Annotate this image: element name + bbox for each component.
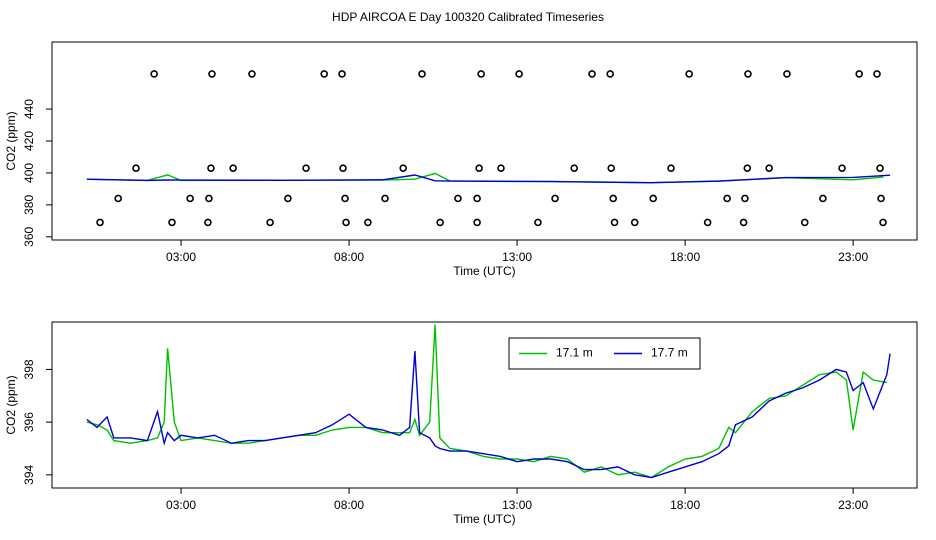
x-tick-label: 13:00	[502, 250, 532, 264]
data-point	[855, 70, 863, 78]
x-tick-label: 08:00	[334, 498, 364, 512]
data-point	[320, 70, 329, 78]
legend-label: 17.7 m	[651, 346, 688, 360]
data-point	[497, 164, 505, 172]
data-point	[381, 194, 389, 203]
data-point	[132, 164, 140, 172]
data-point	[205, 194, 213, 203]
data-point	[606, 70, 614, 78]
data-point	[800, 218, 809, 227]
data-point	[739, 218, 748, 227]
data-point	[204, 218, 212, 227]
data-point	[743, 164, 752, 172]
x-tick-label: 03:00	[166, 250, 196, 264]
y-tick-label: 398	[22, 359, 36, 379]
data-point	[248, 70, 256, 78]
data-point	[741, 194, 749, 203]
x-tick-label: 08:00	[334, 250, 364, 264]
x-tick-label: 13:00	[502, 498, 532, 512]
data-point	[168, 218, 176, 227]
y-axis-label: CO2 (ppm)	[4, 111, 18, 170]
y-tick-label: 360	[22, 226, 36, 246]
y-axis-label: CO2 (ppm)	[4, 375, 18, 434]
data-point	[877, 194, 885, 203]
data-point	[819, 194, 827, 203]
data-point	[229, 164, 237, 172]
data-point	[418, 70, 426, 78]
y-tick-label: 420	[22, 131, 36, 151]
data-point	[609, 194, 618, 203]
x-axis-label: Time (UTC)	[453, 264, 515, 278]
y-tick-label: 394	[22, 464, 36, 484]
legend-label: 17.1 m	[556, 346, 593, 360]
data-point	[667, 164, 675, 172]
data-point	[744, 70, 752, 78]
data-point	[607, 164, 615, 172]
data-point	[873, 70, 881, 78]
data-point	[876, 164, 884, 172]
data-point	[186, 194, 194, 203]
data-point	[765, 164, 773, 172]
data-point	[630, 218, 639, 227]
y-tick-label: 400	[22, 163, 36, 183]
data-point	[723, 194, 731, 203]
x-tick-label: 18:00	[670, 498, 700, 512]
x-tick-label: 18:00	[670, 250, 700, 264]
y-tick-label: 440	[22, 99, 36, 119]
data-point	[208, 70, 216, 78]
data-point	[341, 194, 349, 203]
data-point	[515, 70, 523, 78]
data-point	[284, 194, 292, 203]
y-tick-label: 396	[22, 412, 36, 432]
data-point	[436, 218, 444, 227]
data-point	[473, 194, 481, 203]
data-point	[454, 194, 462, 203]
data-line	[86, 324, 887, 479]
data-point	[150, 70, 158, 78]
data-point	[879, 218, 887, 227]
data-point	[338, 70, 346, 78]
x-tick-label: 03:00	[166, 498, 196, 512]
data-line	[86, 174, 891, 184]
data-point	[477, 70, 485, 78]
data-point	[96, 218, 104, 227]
data-point	[610, 218, 619, 227]
data-point	[703, 218, 712, 227]
plot-frame	[51, 321, 918, 489]
data-point	[473, 218, 481, 227]
data-point	[534, 218, 542, 227]
data-point	[551, 194, 559, 203]
data-point	[266, 218, 274, 227]
y-tick-label: 380	[22, 195, 36, 215]
data-point	[399, 164, 407, 172]
data-point	[114, 194, 123, 203]
data-line	[86, 350, 891, 479]
x-tick-label: 23:00	[838, 498, 868, 512]
data-point	[342, 218, 350, 227]
chart-title: HDP AIRCOA E Day 100320 Calibrated Times…	[332, 10, 604, 24]
data-point	[838, 164, 846, 172]
data-point	[302, 164, 310, 172]
data-point	[339, 164, 347, 172]
data-point	[207, 164, 215, 172]
data-point	[783, 70, 791, 78]
data-point	[588, 70, 596, 78]
data-point	[475, 164, 483, 172]
data-point	[685, 70, 693, 78]
data-point	[570, 164, 579, 172]
x-tick-label: 23:00	[838, 250, 868, 264]
x-axis-label: Time (UTC)	[453, 512, 515, 526]
legend-box	[508, 337, 701, 370]
data-point	[364, 218, 372, 227]
data-point	[649, 194, 657, 203]
